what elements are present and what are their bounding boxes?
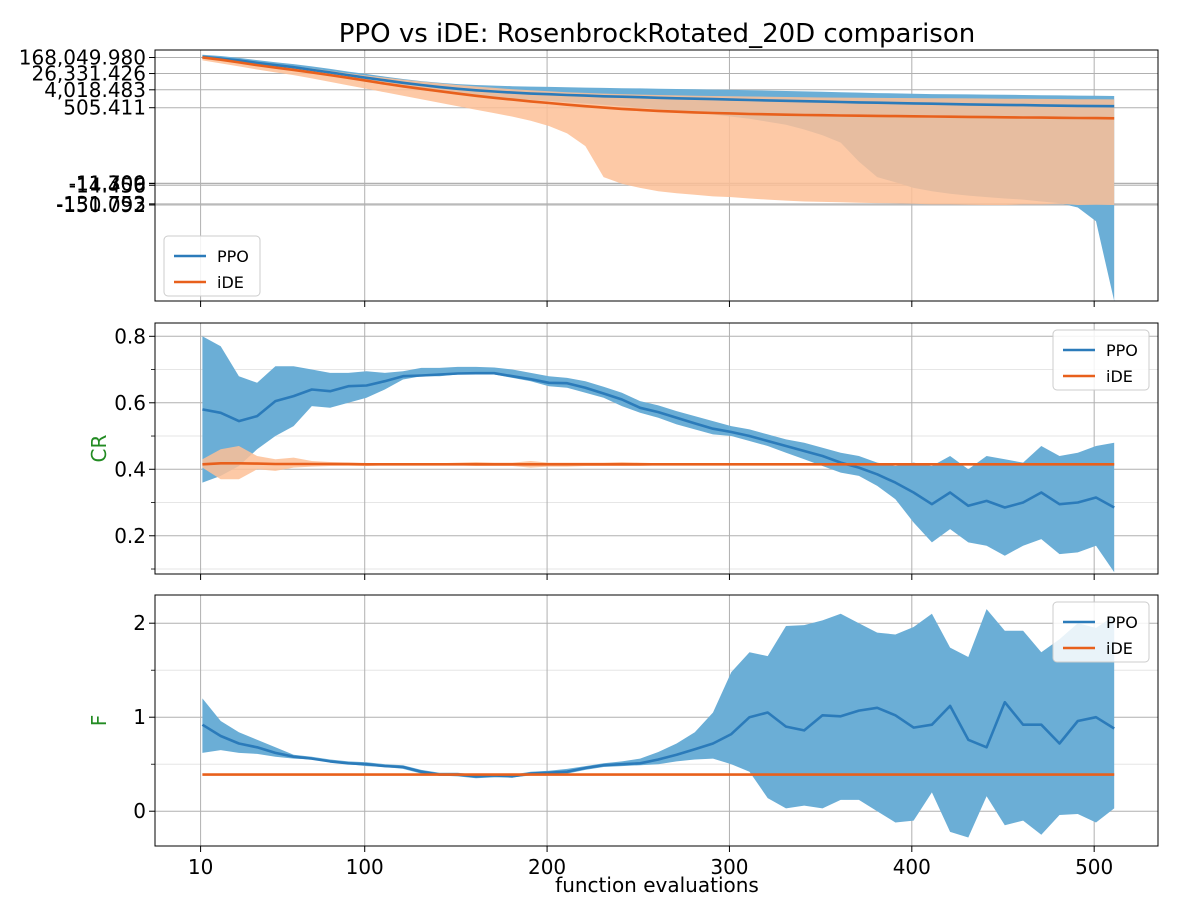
x-axis-label: function evaluations <box>555 873 759 897</box>
y-axis-label: F <box>87 715 111 727</box>
y-tick-label: 168,049.980 <box>19 46 146 70</box>
series-group <box>202 54 1115 301</box>
panel-cr: 0.2 0.4 0.6 0.8 CR PPO iDE <box>87 322 1159 580</box>
y-tick-label: -131.753 <box>56 192 146 216</box>
y-axis-label: CR <box>87 434 111 462</box>
band-PPO <box>202 609 1115 838</box>
x-tick-label: 100 <box>346 855 384 879</box>
line-PPO <box>202 55 1115 108</box>
y-tick-label: -11.709 <box>69 172 146 196</box>
x-tick-label: 10 <box>188 855 213 879</box>
band-PPO <box>202 336 1115 573</box>
legend-box <box>1052 601 1150 663</box>
panel-frame <box>154 49 1159 302</box>
line-PPO <box>202 371 1115 509</box>
line-iDE <box>202 461 1115 466</box>
y-tick-label: -14.456 <box>69 173 146 197</box>
x-tick-label: 300 <box>710 855 748 879</box>
legend-label-PPO: PPO <box>217 247 249 266</box>
y-tick-label: 0 <box>133 799 146 823</box>
y-tick-label: 0.8 <box>114 324 146 348</box>
y-tick-label: 1 <box>133 705 146 729</box>
y-tick-label: 0.2 <box>114 524 146 548</box>
chart-title: PPO vs iDE: RosenbrockRotated_20D compar… <box>339 19 976 49</box>
y-tick-label: -11.300 <box>69 171 146 195</box>
y-tick-label: 0.4 <box>114 457 146 481</box>
panel-frame <box>154 594 1159 847</box>
legend: PPO iDE <box>1052 329 1150 391</box>
series-group <box>201 609 1115 838</box>
legend-label-iDE: iDE <box>1106 639 1133 658</box>
x-tick-label: 400 <box>893 855 931 879</box>
legend: PPO iDE <box>1052 601 1150 663</box>
legend-label-iDE: iDE <box>217 273 244 292</box>
y-tick-label: 4,018.483 <box>44 78 146 102</box>
series-group <box>202 336 1115 573</box>
legend-box <box>1052 329 1150 391</box>
y-tick-label: 0.6 <box>114 391 146 415</box>
legend-label-PPO: PPO <box>1106 613 1138 632</box>
line-iDE <box>202 56 1115 120</box>
band-iDE <box>202 56 1115 205</box>
panel-frame <box>154 322 1159 575</box>
legend-label-iDE: iDE <box>1106 367 1133 386</box>
line-PPO <box>201 700 1115 778</box>
panel-f: 0 1 2 F PPO iDE 10 100 200 300 400 500 <box>87 594 1159 879</box>
x-tick-label: 500 <box>1075 855 1113 879</box>
y-tick-label: 505.411 <box>63 96 146 120</box>
x-tick-label: 200 <box>528 855 566 879</box>
legend-box <box>163 235 261 297</box>
legend: PPO iDE <box>163 235 261 297</box>
y-tick-label: -150.092 <box>56 193 146 217</box>
y-tick-label: 26,331.426 <box>31 62 146 86</box>
legend-label-PPO: PPO <box>1106 341 1138 360</box>
y-tick-label: 2 <box>133 611 146 635</box>
